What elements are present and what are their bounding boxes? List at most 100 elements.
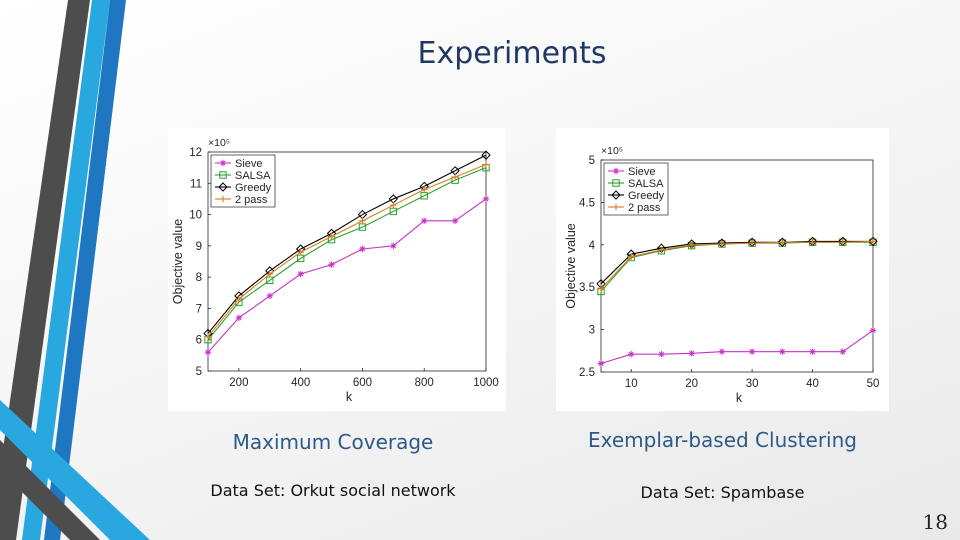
legend-label: 2 pass	[628, 202, 661, 214]
x-tick-label: 50	[867, 378, 880, 390]
data-point	[297, 248, 304, 256]
legend-label: Greedy	[628, 190, 665, 202]
x-tick-label: 800	[415, 377, 434, 389]
legend-label: SALSA	[235, 170, 271, 182]
data-point	[718, 240, 726, 248]
data-point	[235, 314, 243, 322]
data-point	[266, 270, 273, 278]
x-axis-label: k	[346, 390, 353, 404]
dataset-spambase: Data Set: Spambase	[640, 483, 805, 502]
legend-marker	[611, 190, 621, 200]
data-point	[297, 270, 304, 278]
data-point	[421, 217, 428, 225]
x-tick-label: 400	[291, 377, 310, 389]
data-point	[328, 233, 335, 240]
series-line-sieve	[207, 198, 487, 353]
data-point	[718, 348, 726, 355]
data-point	[481, 150, 491, 160]
y-tick-label: 7	[196, 303, 202, 315]
decor-bottom-dark	[0, 440, 100, 540]
slide-number: 18	[922, 510, 948, 534]
y-tick-label: 5	[196, 366, 202, 378]
decor-bottom-blue	[0, 400, 150, 540]
data-point	[451, 173, 459, 181]
legend-label: SALSA	[628, 178, 664, 190]
data-point	[869, 238, 877, 245]
series-line-2-pass	[600, 240, 874, 290]
y-tick-label: 2.5	[579, 367, 595, 379]
series-line-salsa	[207, 167, 487, 341]
chart-exemplar-clustering: 10 20 30 40 50 2.5 3 3.5 4 4.5 5 k Objective value ×1…	[556, 128, 889, 411]
data-point	[359, 217, 366, 225]
data-point	[482, 161, 490, 168]
x-tick-label: 30	[746, 378, 759, 390]
series-line-greedy	[207, 154, 487, 334]
series-line-2-pass	[207, 164, 487, 337]
legend-label: Sieve	[628, 166, 656, 178]
x-tick-label: 20	[685, 378, 698, 390]
legend-marker	[612, 203, 620, 211]
data-point	[869, 327, 877, 334]
y-tick-label: 3	[589, 325, 595, 337]
x-tick-label: 40	[806, 378, 819, 390]
data-point	[421, 186, 428, 193]
y-axis-multiplier: ×10⁵	[601, 145, 623, 157]
chart-exemplar-clustering-svg: 10 20 30 40 50 2.5 3 3.5 4 4.5 5 k Objective value ×1…	[564, 145, 880, 405]
y-tick-label: 4.5	[579, 197, 595, 209]
data-point	[451, 217, 459, 225]
legend-marker	[219, 159, 227, 167]
data-point	[779, 348, 786, 355]
data-point	[809, 239, 816, 246]
data-point	[809, 348, 816, 355]
data-point	[839, 239, 846, 246]
data-point	[359, 245, 366, 253]
y-tick-label: 4	[589, 240, 596, 252]
series-line-greedy	[600, 240, 873, 285]
y-axis-multiplier: ×10⁵	[208, 137, 230, 149]
data-point	[597, 360, 605, 367]
legend-marker	[612, 167, 620, 175]
data-point	[748, 348, 756, 355]
data-point	[390, 201, 397, 209]
decor-stripe-blue	[22, 0, 110, 540]
data-point	[204, 349, 212, 356]
data-point	[688, 350, 695, 357]
y-tick-label: 12	[189, 147, 202, 159]
x-tick-label: 10	[625, 378, 638, 390]
data-point	[777, 237, 788, 247]
data-point	[482, 195, 490, 203]
decor-stripe-blue-dark	[44, 0, 126, 540]
data-point	[628, 253, 635, 260]
legend-label: 2 pass	[235, 194, 268, 206]
plot-frame	[207, 151, 487, 372]
data-point	[658, 350, 665, 358]
data-point	[748, 239, 756, 247]
chart-max-coverage-svg: 200 400 600 800 1000 5 6 7 8 9 10 11 12 k Objective va…	[171, 137, 499, 404]
data-point	[839, 348, 846, 355]
x-tick-label: 600	[353, 377, 372, 389]
y-tick-label: 5	[589, 155, 595, 167]
series-line-sieve	[600, 329, 874, 365]
data-point	[688, 241, 695, 248]
data-point	[868, 236, 878, 247]
data-point	[235, 295, 243, 303]
legend-label: Sieve	[235, 158, 263, 170]
legend-marker	[612, 179, 620, 187]
data-point	[597, 285, 605, 293]
data-point	[328, 261, 335, 268]
series-line-salsa	[600, 241, 873, 292]
data-point	[204, 333, 212, 340]
x-tick-label: 1000	[473, 377, 499, 389]
x-tick-label: 200	[229, 377, 248, 389]
caption-exemplar-clustering: Exemplar-based Clustering	[588, 428, 857, 452]
dataset-orkut: Data Set: Orkut social network	[210, 481, 456, 500]
legend-marker	[219, 195, 227, 203]
data-point	[628, 350, 635, 358]
data-point	[658, 246, 665, 254]
y-tick-label: 3.5	[579, 282, 595, 294]
chart-max-coverage: 200 400 600 800 1000 5 6 7 8 9 10 11 12 k Objective va…	[168, 128, 506, 411]
decor-stripe-dark	[0, 0, 90, 540]
y-tick-label: 6	[196, 335, 202, 347]
slide-title: Experiments	[417, 36, 607, 71]
